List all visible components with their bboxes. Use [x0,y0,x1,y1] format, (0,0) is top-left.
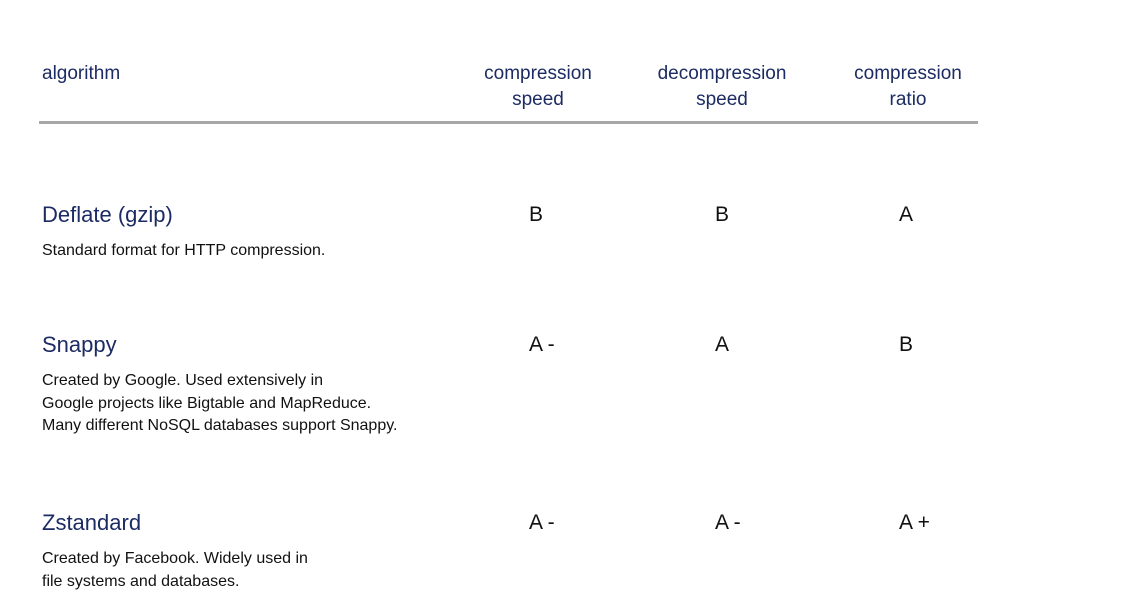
algorithm-description: Created by Facebook. Widely used in file… [42,550,308,590]
algorithm-description: Standard format for HTTP compression. [42,242,326,259]
grade-compression-ratio: B [899,333,914,356]
grade-decompression-speed: A [715,333,730,356]
grade-compression-ratio: A + [899,511,930,534]
grade-compression-ratio: A [899,203,914,226]
header-algorithm: algorithm [42,63,121,84]
header-compression-speed: compression speed [484,63,592,110]
grade-compression-speed: A - [529,511,555,534]
algorithm-name: Deflate (gzip) [42,202,173,227]
algorithm-description: Created by Google. Used extensively in G… [42,372,398,434]
header-divider [39,121,978,124]
algorithm-name: Zstandard [42,510,142,535]
grade-compression-speed: B [529,203,544,226]
algorithm-name: Snappy [42,332,117,357]
header-decompression-speed: decompression speed [657,63,787,110]
grade-compression-speed: A - [529,333,555,356]
header-compression-ratio: compression ratio [854,63,962,110]
grade-decompression-speed: A - [715,511,741,534]
grade-decompression-speed: B [715,203,730,226]
